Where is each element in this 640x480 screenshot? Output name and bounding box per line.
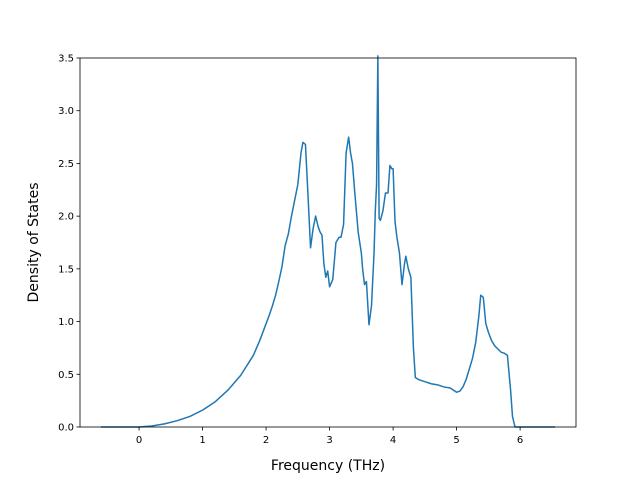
x-tick-label: 5 <box>453 435 459 446</box>
y-tick-label: 1.0 <box>58 317 74 328</box>
y-axis-label: Density of States <box>26 183 42 303</box>
plot-frame <box>79 57 577 428</box>
x-tick-label: 0 <box>136 435 142 446</box>
y-axis-ticks: 0.0 0.5 1.0 1.5 2.0 2.5 3.0 3.5 <box>58 54 80 434</box>
y-tick-label: 2.0 <box>58 212 74 223</box>
y-tick-label: 1.5 <box>58 264 74 275</box>
y-tick-label: 0.5 <box>58 370 74 381</box>
x-axis-ticks: 0 1 2 3 4 5 6 <box>136 427 523 446</box>
plot-area <box>100 55 556 428</box>
y-tick-label: 3.0 <box>58 106 74 117</box>
x-tick-label: 6 <box>517 435 523 446</box>
x-tick-label: 4 <box>390 435 396 446</box>
y-tick-label: 0.0 <box>58 423 74 434</box>
dos-curve <box>100 55 556 428</box>
x-tick-label: 1 <box>199 435 205 446</box>
x-tick-label: 2 <box>263 435 269 446</box>
y-tick-label: 2.5 <box>58 159 74 170</box>
y-tick-label: 3.5 <box>58 54 74 65</box>
x-axis-label: Frequency (THz) <box>271 458 385 474</box>
x-tick-label: 3 <box>326 435 332 446</box>
